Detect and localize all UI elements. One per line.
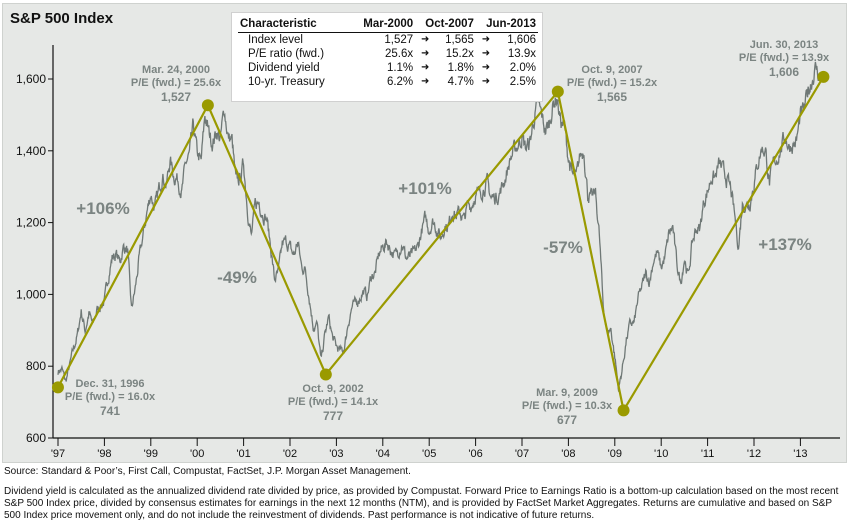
table-cell: 2.5% xyxy=(509,76,536,88)
return-label: +106% xyxy=(76,199,129,218)
x-tick-label: '13 xyxy=(793,448,807,460)
turning-point-label: 777 xyxy=(323,409,343,423)
turning-point-marker xyxy=(551,85,564,98)
table-cell: 25.6x xyxy=(385,48,414,60)
return-label: +137% xyxy=(758,235,811,254)
table-row: P/E ratio (fwd.) 25.6x ➜ 15.2x ➜ 13.9x xyxy=(238,47,538,61)
turning-point-label: 677 xyxy=(557,413,577,427)
arrow-right-icon: ➜ xyxy=(481,62,491,73)
arrow-right-icon: ➜ xyxy=(420,62,430,73)
x-tick-label: '97 xyxy=(51,448,65,460)
x-tick-label: '11 xyxy=(701,448,715,460)
x-tick-label: '12 xyxy=(747,448,761,460)
chart: 600 800 1,000 1,200 1,400 1,600 '97 '98 '99 '00 '0… xyxy=(16,39,840,460)
table-header-row: Characteristic Mar-2000 Oct-2007 Jun-2013 xyxy=(238,17,538,33)
turning-point-label: P/E (fwd.) = 25.6x xyxy=(131,77,222,89)
arrow-right-icon: ➜ xyxy=(420,76,430,87)
source-note: Source: Standard & Poor’s, First Call, C… xyxy=(4,466,411,477)
arrow-right-icon: ➜ xyxy=(481,48,491,59)
table-cell: 1,606 xyxy=(507,34,536,46)
table-cell: Dividend yield xyxy=(248,62,320,74)
turning-point-label: 741 xyxy=(100,404,120,418)
table-cell: 1,565 xyxy=(445,34,474,46)
turning-point-label: 1,527 xyxy=(161,90,191,104)
turning-point-label: P/E (fwd.) = 14.1x xyxy=(288,396,379,408)
turning-point-marker xyxy=(201,99,214,112)
x-tick-label: '02 xyxy=(283,448,297,460)
table-cell: 2.0% xyxy=(509,62,536,74)
table-header: Jun-2013 xyxy=(475,17,538,33)
turning-point-marker xyxy=(617,404,630,417)
table-cell: 13.9x xyxy=(507,48,536,60)
turning-point-label: 1,565 xyxy=(597,90,627,104)
turning-point-label: 1,606 xyxy=(769,65,799,79)
turning-point-label: Mar. 24, 2000 xyxy=(142,64,210,76)
table-row: Index level 1,527 ➜ 1,565 ➜ 1,606 xyxy=(238,33,538,48)
disclosure-note: Dividend yield is calculated as the annu… xyxy=(4,486,839,521)
x-tick-label: '09 xyxy=(608,448,622,460)
turning-point-label: P/E (fwd.) = 15.2x xyxy=(567,77,658,89)
y-tick-label: 1,600 xyxy=(16,72,46,86)
turning-point-label: Mar. 9, 2009 xyxy=(536,387,598,399)
x-tick-label: '03 xyxy=(329,448,343,460)
trend-line xyxy=(56,76,825,414)
table-row: Dividend yield 1.1% ➜ 1.8% ➜ 2.0% xyxy=(238,61,538,75)
x-tick-label: '04 xyxy=(376,448,390,460)
x-tick-label: '05 xyxy=(422,448,436,460)
x-tick-label: '06 xyxy=(468,448,482,460)
table-cell: 1.8% xyxy=(447,62,474,74)
table-cell: 1,527 xyxy=(384,34,414,46)
table-header: Oct-2007 xyxy=(415,17,476,33)
index-line xyxy=(57,61,821,392)
y-tick-label: 800 xyxy=(26,359,46,373)
y-tick-label: 1,400 xyxy=(16,144,46,158)
turning-point-marker xyxy=(817,70,830,83)
arrow-right-icon: ➜ xyxy=(481,34,491,45)
x-tick-label: '07 xyxy=(515,448,529,460)
table-cell: P/E ratio (fwd.) xyxy=(248,48,325,60)
characteristics-table: Characteristic Mar-2000 Oct-2007 Jun-2013 I… xyxy=(231,12,543,102)
table-cell: 4.7% xyxy=(447,76,474,88)
turning-point-label: Oct. 9, 2002 xyxy=(302,383,363,395)
x-tick-label: '98 xyxy=(97,448,111,460)
return-label: +101% xyxy=(398,179,451,198)
turning-point-marker xyxy=(51,381,64,394)
x-tick-label: '00 xyxy=(190,448,204,460)
table-header: Characteristic xyxy=(238,17,349,33)
x-tick-label: '08 xyxy=(561,448,575,460)
y-tick-label: 1,000 xyxy=(16,287,46,301)
turning-point-label: Oct. 9, 2007 xyxy=(581,64,642,76)
table-cell: Index level xyxy=(248,34,303,46)
y-tick-label: 1,200 xyxy=(16,216,46,230)
table-cell: 15.2x xyxy=(445,48,474,60)
arrow-right-icon: ➜ xyxy=(481,76,491,87)
return-label: -57% xyxy=(543,238,583,257)
table-cell: 10-yr. Treasury xyxy=(248,76,325,88)
x-tick-label: '01 xyxy=(236,448,250,460)
x-tick-label: '99 xyxy=(144,448,158,460)
arrow-right-icon: ➜ xyxy=(420,34,430,45)
table-cell: 1.1% xyxy=(386,62,414,74)
return-label: -49% xyxy=(217,268,257,287)
turning-point-label: Dec. 31, 1996 xyxy=(75,378,144,390)
turning-point-label: P/E (fwd.) = 13.9x xyxy=(739,52,830,64)
y-tick-label: 600 xyxy=(26,431,46,445)
table-header: Mar-2000 xyxy=(348,17,416,33)
turning-point-label: P/E (fwd.) = 16.0x xyxy=(65,391,156,403)
table-row: 10-yr. Treasury 6.2% ➜ 4.7% ➜ 2.5% xyxy=(238,75,538,89)
table-cell: 6.2% xyxy=(386,76,414,88)
turning-point-marker xyxy=(319,368,332,381)
turning-point-label: P/E (fwd.) = 10.3x xyxy=(522,400,613,412)
chart-title: S&P 500 Index xyxy=(10,10,114,27)
turning-point-label: Jun. 30, 2013 xyxy=(750,39,819,51)
x-tick-label: '10 xyxy=(654,448,668,460)
arrow-right-icon: ➜ xyxy=(420,48,430,59)
